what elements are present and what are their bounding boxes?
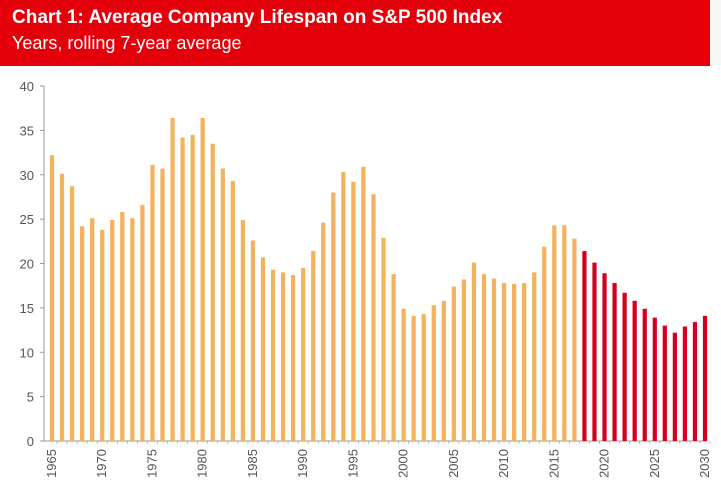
bar-1977 (170, 117, 175, 441)
bar-2000 (401, 308, 406, 441)
y-tick-label: 0 (27, 434, 34, 449)
bar-2024 (642, 308, 647, 441)
bar-2021 (612, 283, 617, 441)
x-tick-label: 1970 (94, 449, 109, 478)
bar-1965 (49, 155, 55, 441)
bar-2022 (622, 292, 627, 441)
bar-1987 (270, 269, 276, 441)
bar-1998 (381, 237, 386, 441)
bar-1991 (311, 251, 316, 441)
bar-2011 (512, 283, 517, 441)
bar-2004 (441, 300, 446, 441)
bar-1969 (90, 218, 95, 441)
bar-2023 (632, 300, 637, 441)
bar-2015 (552, 225, 557, 441)
bar-1990 (301, 267, 306, 441)
y-tick-label: 20 (20, 257, 34, 272)
y-tick-label: 5 (27, 390, 34, 405)
bar-2017 (572, 238, 577, 441)
x-tick-label: 2010 (496, 449, 511, 478)
x-tick-label: 2005 (446, 449, 461, 478)
bar-1986 (260, 257, 266, 441)
bar-2002 (421, 314, 426, 441)
bar-1994 (341, 172, 346, 441)
bar-1976 (160, 168, 165, 441)
bar-2026 (662, 325, 667, 441)
bar-1983 (230, 180, 235, 441)
bar-1999 (391, 274, 396, 441)
bar-1993 (331, 192, 336, 441)
bar-1975 (150, 164, 155, 442)
bar-2006 (461, 279, 467, 441)
x-tick-label: 2015 (546, 449, 561, 478)
bar-1967 (69, 186, 75, 441)
bar-2030 (702, 315, 708, 441)
chart-title: Chart 1: Average Company Lifespan on S&P… (12, 7, 503, 28)
bar-1974 (140, 204, 145, 441)
bar-2027 (672, 332, 677, 441)
bar-2005 (451, 286, 456, 441)
bar-2001 (411, 315, 416, 441)
bar-2028 (682, 326, 688, 441)
y-tick-label: 15 (20, 301, 34, 316)
bar-2019 (592, 262, 597, 441)
bar-2012 (522, 283, 527, 441)
bar-2016 (562, 225, 567, 441)
x-tick-label: 1995 (345, 449, 360, 478)
y-tick-label: 30 (20, 168, 34, 183)
x-tick-label: 2025 (647, 449, 662, 478)
bar-1982 (220, 168, 225, 441)
x-tick-label: 1965 (44, 449, 59, 478)
bar-1988 (280, 272, 286, 441)
bar-1971 (110, 220, 115, 441)
bar-1996 (361, 166, 366, 441)
bar-1985 (250, 240, 256, 441)
x-tick-label: 1980 (195, 449, 210, 478)
bar-1992 (321, 222, 326, 441)
bar-1980 (200, 117, 205, 441)
bar-2020 (602, 273, 607, 441)
bar-2009 (491, 278, 497, 441)
bar-2010 (501, 283, 507, 441)
bar-2018 (582, 251, 587, 441)
bar-1978 (180, 137, 185, 441)
x-tick-label: 1990 (295, 449, 310, 478)
bar-1968 (80, 226, 85, 441)
y-tick-label: 25 (20, 212, 34, 227)
bar-2025 (652, 317, 657, 441)
y-tick-label: 35 (20, 123, 34, 138)
bar-1973 (130, 218, 135, 441)
chart-header-banner: Chart 1: Average Company Lifespan on S&P… (0, 0, 710, 66)
bar-1970 (100, 229, 105, 441)
x-tick-label: 2030 (697, 449, 712, 478)
y-tick-label: 40 (20, 79, 34, 94)
chart-subtitle: Years, rolling 7-year average (12, 33, 242, 53)
bar-1989 (290, 275, 296, 441)
chart-area: 0 5 10 15 20 25 30 35 40 1965 1970 1975 1980 1985 1990… (0, 66, 721, 503)
bar-1972 (120, 212, 125, 441)
x-tick-label: 1975 (144, 449, 159, 478)
bar-1997 (371, 194, 376, 441)
bar-2008 (481, 274, 487, 441)
bar-1981 (210, 143, 215, 441)
bar-2013 (532, 272, 537, 441)
bar-1979 (190, 134, 195, 441)
bar-2029 (692, 322, 698, 441)
y-tick-label: 10 (20, 345, 34, 360)
bar-1995 (351, 181, 356, 441)
x-tick-label: 1985 (245, 449, 260, 478)
bar-2007 (471, 262, 477, 441)
bar-1966 (59, 173, 65, 442)
x-tick-label: 2020 (597, 449, 612, 478)
bar-2014 (542, 246, 547, 441)
bar-1984 (240, 220, 245, 441)
bar-2003 (431, 305, 436, 441)
x-tick-label: 2000 (396, 449, 411, 478)
